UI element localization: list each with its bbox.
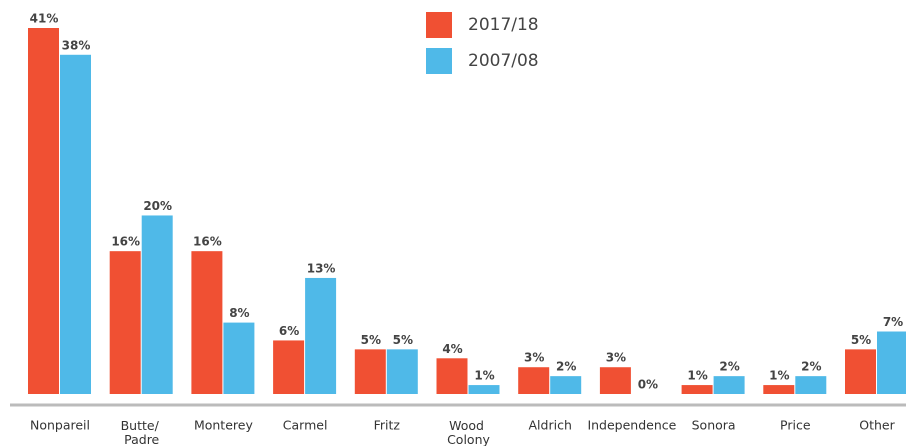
value-label: 13% xyxy=(307,261,336,275)
bar xyxy=(795,376,827,394)
value-label: 2% xyxy=(556,360,576,374)
bar xyxy=(141,215,173,394)
bar xyxy=(109,251,141,394)
value-label: 5% xyxy=(851,333,871,347)
bar xyxy=(223,322,255,394)
value-label: 1% xyxy=(769,369,789,383)
bar xyxy=(305,277,337,394)
x-tick-label: Sonora xyxy=(692,418,736,433)
x-tick-label: Fritz xyxy=(374,418,401,433)
bar xyxy=(518,367,550,394)
x-tick-label: Price xyxy=(780,418,811,433)
bar xyxy=(436,358,468,394)
value-label: 2% xyxy=(801,360,821,374)
bar xyxy=(273,340,305,394)
x-tick-label: Wood Colony xyxy=(447,418,490,446)
value-label: 0% xyxy=(638,378,658,392)
x-tick-label: Monterey xyxy=(194,418,254,433)
bar xyxy=(877,331,906,394)
value-label: 3% xyxy=(524,351,544,365)
x-tick-label: Aldrich xyxy=(529,418,572,433)
x-tick-label: Other xyxy=(859,418,895,433)
bar xyxy=(468,385,500,394)
bar xyxy=(599,367,631,394)
bar xyxy=(550,376,582,394)
x-tick-label: Butte/ Padre xyxy=(121,418,163,446)
legend-label: 2017/18 xyxy=(468,15,539,35)
value-label: 8% xyxy=(229,306,249,320)
value-label: 6% xyxy=(279,324,299,338)
bar xyxy=(28,28,59,394)
bar xyxy=(845,349,876,394)
legend-swatch xyxy=(426,48,452,74)
x-tick-label: Carmel xyxy=(283,418,328,433)
legend-swatch xyxy=(426,12,452,38)
bar xyxy=(386,349,418,394)
value-label: 16% xyxy=(111,235,140,249)
value-label: 1% xyxy=(474,369,494,383)
value-label: 5% xyxy=(393,333,413,347)
bar xyxy=(713,376,745,394)
bar xyxy=(191,251,223,394)
value-label: 38% xyxy=(62,38,91,52)
value-label: 20% xyxy=(143,199,172,213)
x-tick-label: Independence xyxy=(587,418,676,433)
bar xyxy=(681,385,713,394)
value-label: 3% xyxy=(606,351,626,365)
value-label: 16% xyxy=(193,235,222,249)
value-label: 2% xyxy=(719,360,739,374)
value-label: 7% xyxy=(883,315,903,329)
value-label: 5% xyxy=(361,333,381,347)
x-tick-label: Nonpareil xyxy=(30,418,90,433)
bar xyxy=(60,54,91,394)
value-label: 41% xyxy=(30,12,59,26)
legend-label: 2007/08 xyxy=(468,51,539,71)
value-label: 1% xyxy=(687,369,707,383)
bar xyxy=(763,385,795,394)
value-label: 4% xyxy=(442,342,462,356)
bar xyxy=(354,349,386,394)
